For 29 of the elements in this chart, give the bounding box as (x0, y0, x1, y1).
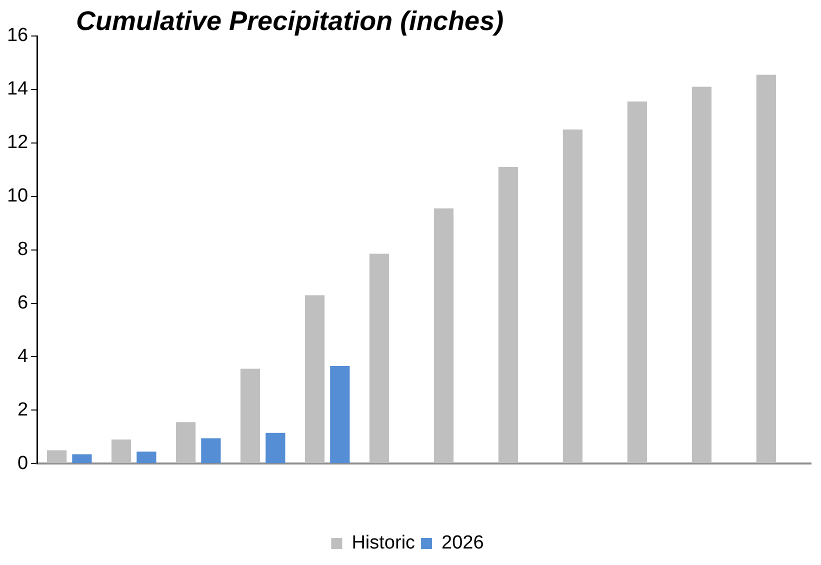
y-tick-label: 14 (6, 78, 29, 100)
bar (176, 422, 196, 464)
y-tick-label: 8 (18, 239, 28, 260)
bar (201, 438, 221, 464)
bar (498, 166, 518, 464)
bar (330, 366, 350, 464)
y-tick-label: 0 (18, 452, 28, 474)
y-tick-label: 6 (18, 292, 28, 314)
y-tick-label: 16 (6, 25, 28, 46)
bar (562, 130, 583, 464)
y-tick-label: 12 (6, 132, 28, 154)
y-tick-label: 10 (6, 186, 28, 207)
bar (240, 368, 260, 464)
bar (756, 74, 776, 464)
bar (136, 452, 156, 464)
legend-label: 2026 (442, 532, 484, 554)
y-tick-label: 2 (18, 399, 28, 420)
bar (692, 86, 712, 464)
bar (111, 440, 132, 464)
legend-label: Historic (352, 532, 416, 554)
chart-title: Cumulative Precipitation (inches) (76, 6, 504, 37)
bar (627, 101, 648, 464)
bar (434, 208, 454, 464)
bar (304, 295, 325, 464)
bar (266, 432, 286, 464)
bar (72, 454, 92, 464)
y-tick-label: 4 (18, 346, 29, 367)
bar (369, 254, 390, 464)
bar (46, 450, 67, 464)
